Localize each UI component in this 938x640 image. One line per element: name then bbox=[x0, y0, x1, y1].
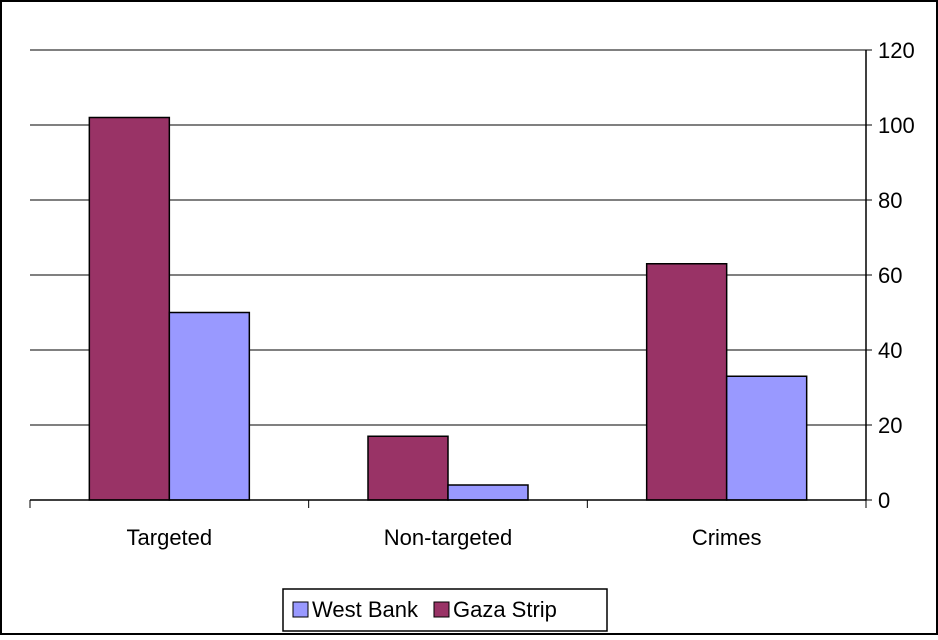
y-tick-label: 0 bbox=[878, 488, 890, 513]
x-tick-label: Crimes bbox=[692, 525, 762, 550]
axes: 0 20 40 60 80 100 120 Targeted Non-targeted Crime… bbox=[29, 38, 915, 550]
legend-label: West Bank bbox=[312, 597, 419, 622]
bar-gaza-strip-non-targeted bbox=[367, 435, 449, 501]
bar-west-bank-targeted bbox=[168, 311, 251, 501]
bar-gaza-strip-crimes bbox=[645, 263, 728, 501]
y-tick-label: 40 bbox=[878, 338, 902, 363]
bar-west-bank-crimes bbox=[725, 375, 808, 501]
bars bbox=[88, 116, 808, 501]
x-tick-label: Non-targeted bbox=[384, 525, 512, 550]
y-tick-label: 120 bbox=[878, 38, 915, 63]
legend-swatch bbox=[292, 601, 309, 618]
legend-label: Gaza Strip bbox=[453, 597, 557, 622]
bar-west-bank-non-targeted bbox=[447, 484, 529, 501]
bar-gaza-strip-targeted bbox=[88, 116, 171, 501]
y-tick-label: 80 bbox=[878, 188, 902, 213]
y-tick-label: 60 bbox=[878, 263, 902, 288]
legend: West Bank Gaza Strip bbox=[282, 588, 608, 632]
y-tick-label: 100 bbox=[878, 113, 915, 138]
legend-swatch bbox=[433, 601, 450, 618]
x-tick-label: Targeted bbox=[127, 525, 213, 550]
y-tick-label: 20 bbox=[878, 413, 902, 438]
